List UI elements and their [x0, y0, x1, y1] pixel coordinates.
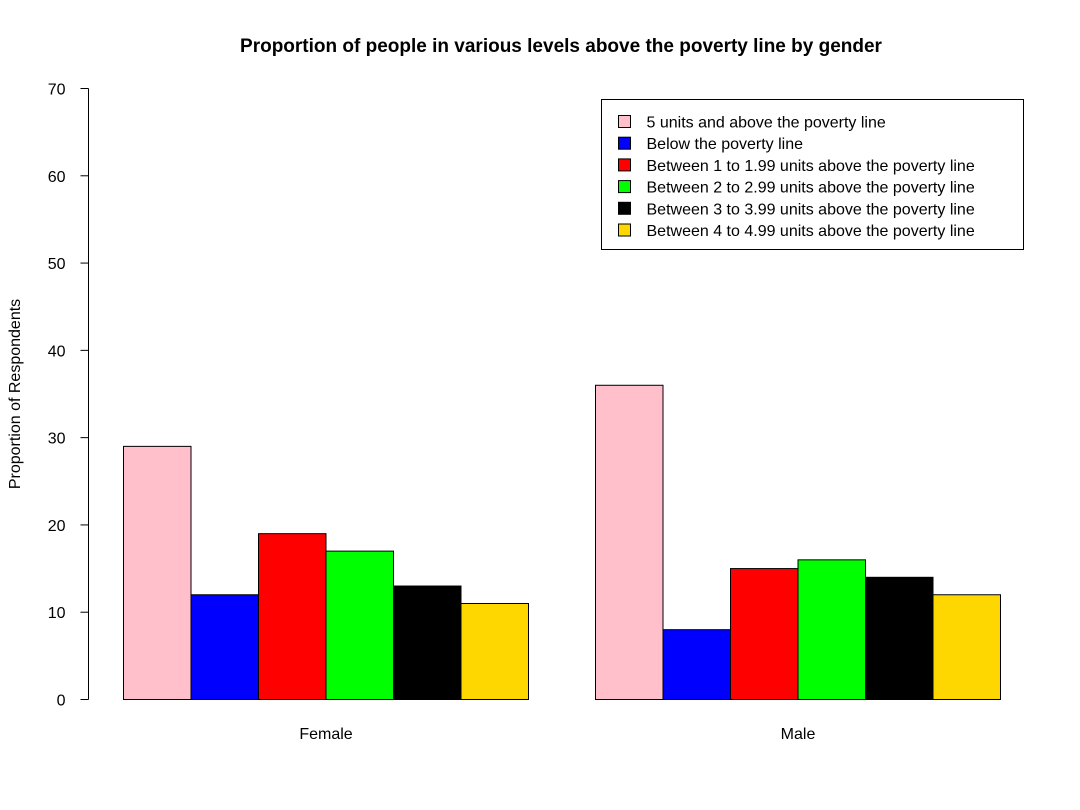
x-category-label: Female [299, 726, 352, 743]
y-tick-label: 10 [48, 605, 66, 622]
bars [123, 384, 1001, 701]
bar-female-5 [460, 602, 529, 700]
y-tick-label: 40 [48, 343, 66, 360]
chart-title: Proportion of people in various levels a… [240, 36, 883, 57]
bar-female-1 [190, 594, 259, 700]
legend-entry: Below the poverty line [647, 136, 804, 153]
legend-box [601, 99, 1024, 250]
y-axis-label: Proportion of Respondents [7, 299, 24, 489]
y-tick-label: 0 [57, 693, 66, 710]
y-tick-label: 60 [48, 169, 66, 186]
y-tick-label: 70 [48, 82, 66, 99]
legend-entry: Between 4 to 4.99 units above the povert… [647, 223, 975, 240]
y-tick-label: 50 [48, 256, 66, 273]
bar-female-2 [258, 533, 327, 701]
bar-male-4 [865, 576, 934, 700]
bar-male-3 [797, 559, 866, 700]
bar-female-4 [393, 585, 462, 700]
bar-male-0 [595, 384, 664, 700]
legend-swatch [618, 136, 631, 150]
y-tick-label: 30 [48, 431, 66, 448]
y-tick-label: 20 [48, 518, 66, 535]
bar-male-5 [932, 594, 1001, 700]
x-category-label: Male [781, 726, 816, 743]
legend-entry: Between 3 to 3.99 units above the povert… [647, 201, 975, 218]
bar-male-2 [730, 568, 799, 700]
legend-entry: Between 2 to 2.99 units above the povert… [647, 180, 975, 197]
bar-female-0 [123, 445, 192, 700]
legend-entry: Between 1 to 1.99 units above the povert… [647, 158, 975, 175]
legend-swatch [618, 115, 631, 128]
x-axis-labels: Female Male [299, 726, 815, 743]
bar-male-1 [662, 629, 731, 701]
legend-swatch [618, 223, 631, 237]
legend-swatch [618, 158, 631, 172]
legend-entry: 5 units and above the poverty line [647, 115, 886, 132]
bar-female-3 [325, 550, 394, 700]
legend: 5 units and above the poverty line Below … [601, 99, 1024, 250]
y-axis: 0 10 20 30 40 50 60 70 [48, 82, 89, 710]
legend-swatch [618, 180, 631, 194]
legend-swatch [618, 201, 631, 215]
